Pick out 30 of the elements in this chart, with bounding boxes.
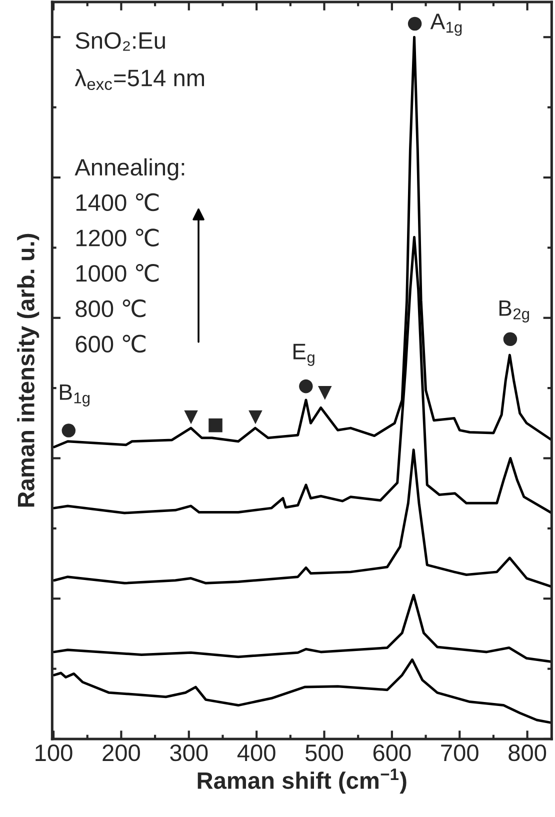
text: A$_{1g}$ xyxy=(430,14,462,36)
annotation: ● xyxy=(503,332,518,346)
annotation: ● xyxy=(62,424,76,438)
annotation: E$_{g}$ xyxy=(294,344,314,366)
annotation: ■ xyxy=(208,418,222,432)
x-axis-title: Raman shift (cm$^{−1}$) xyxy=(198,768,406,794)
y-axis-title: Raman intensity (arb. u.) xyxy=(17,234,40,507)
x-tick-label: 600 xyxy=(373,744,411,762)
annotation: B$_{1g}$ xyxy=(60,384,90,406)
annotation: ▼ xyxy=(248,410,262,424)
annotation: λ$_{exc}$=514 nm xyxy=(74,69,204,90)
annotation: ▼ xyxy=(184,410,198,424)
text: ● xyxy=(408,16,422,31)
x-tick-label: 100 xyxy=(36,744,72,762)
x-tick-label: 200 xyxy=(102,744,140,762)
annotation: SnO₂:Eu xyxy=(76,32,165,51)
x-tick-label: 500 xyxy=(306,744,344,762)
annotation: 800 ℃ xyxy=(76,299,146,318)
x-tick-label: 700 xyxy=(441,744,478,762)
annotation: ● xyxy=(299,379,313,394)
annotation: Annealing: xyxy=(74,158,184,180)
x-tick-label: 400 xyxy=(237,744,276,762)
x-tick-label: 800 xyxy=(508,744,546,762)
annotation: 1200 ℃ xyxy=(76,228,159,247)
annotation: B$_{2g}$ xyxy=(499,300,529,322)
x-tick-label: 300 xyxy=(170,744,208,762)
annotation: 1000 ℃ xyxy=(76,264,159,282)
annotation: 1400 ℃ xyxy=(76,193,159,212)
annotation: 600 ℃ xyxy=(76,334,146,353)
annotation: ▼ xyxy=(318,386,332,400)
